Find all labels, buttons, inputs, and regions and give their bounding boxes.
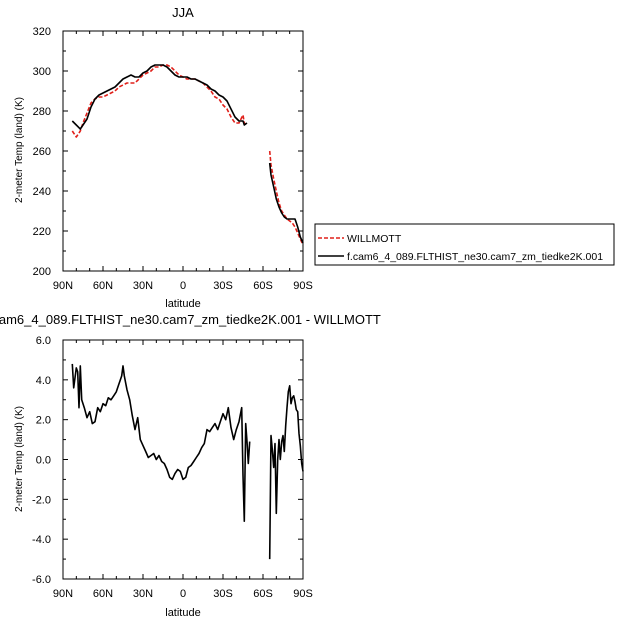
bottom-x-tick-label: 30S: [213, 588, 233, 600]
bottom-x-tick-label: 60S: [253, 588, 273, 600]
top-y-tick-label: 320: [33, 26, 51, 38]
bottom-y-tick-label: 4.0: [36, 375, 51, 387]
top-y-tick-label: 240: [33, 186, 51, 198]
top-x-tick-label: 30N: [133, 280, 153, 292]
top-axis-ticks: 90N 60N 30N 0 30S 60S 90S 200 220 240 260 280 300 320: [33, 26, 313, 292]
bottom-y-tick-label: 6.0: [36, 335, 51, 347]
top-x-tick-label: 60N: [93, 280, 113, 292]
bottom-y-tick-label: -2.0: [32, 494, 51, 506]
top-series-1-line: [71, 64, 248, 130]
bottom-data-lines: [71, 363, 304, 560]
bottom-xlabel: latitude: [165, 607, 200, 619]
top-x-tick-label: 30S: [213, 280, 233, 292]
top-ylabel: 2-meter Temp (land) (K): [14, 97, 25, 203]
bottom-y-tick-label: 2.0: [36, 415, 51, 427]
top-y-tick-label: 220: [33, 226, 51, 238]
bottom-x-tick-label: 90S: [293, 588, 313, 600]
bottom-y-tick-label: 0.0: [36, 455, 51, 467]
bottom-y-tick-label: -6.0: [32, 574, 51, 586]
bottom-series-0-line: [268, 384, 304, 560]
top-x-tick-label: 90N: [53, 280, 73, 292]
top-x-tick-label: 90S: [293, 280, 313, 292]
bottom-ylabel: 2-meter Temp (land) (K): [14, 406, 25, 512]
bottom-plot-frame: [62, 339, 304, 580]
top-series-1-line: [268, 162, 304, 244]
top-panel: JJA 2-meter Temp (land) (K) latitude 90N…: [14, 5, 313, 310]
top-title: JJA: [172, 5, 194, 20]
top-y-tick-label: 260: [33, 146, 51, 158]
legend-box: [314, 223, 615, 266]
bottom-series-0-line: [71, 363, 251, 523]
legend-label-model: f.cam6_4_089.FLTHIST_ne30.cam7_zm_tiedke…: [347, 251, 603, 263]
top-y-tick-label: 300: [33, 66, 51, 78]
bottom-title: f.cam6_4_089.FLTHIST_ne30.cam7_zm_tiedke…: [0, 312, 381, 327]
bottom-axis-ticks: 90N 60N 30N 0 30S 60S 90S -6.0 -4.0 -2.0 0.0 2.0 4.0…: [32, 335, 313, 600]
legend-label-willmott: WILLMOTT: [347, 233, 402, 245]
bottom-x-tick-label: 30N: [133, 588, 153, 600]
top-series-0-line: [71, 64, 248, 138]
top-data-lines: [71, 64, 304, 246]
bottom-x-tick-label: 60N: [93, 588, 113, 600]
bottom-x-tick-label: 0: [180, 588, 186, 600]
bottom-panel: f.cam6_4_089.FLTHIST_ne30.cam7_zm_tiedke…: [0, 312, 381, 619]
top-y-tick-label: 200: [33, 266, 51, 278]
top-x-tick-label: 0: [180, 280, 186, 292]
bottom-y-tick-label: -4.0: [32, 534, 51, 546]
legend: WILLMOTT f.cam6_4_089.FLTHIST_ne30.cam7_…: [314, 223, 615, 266]
top-xlabel: latitude: [165, 298, 200, 310]
top-series-0-line: [268, 150, 304, 246]
top-plot-frame: [62, 30, 304, 272]
bottom-x-tick-label: 90N: [53, 588, 73, 600]
top-x-tick-label: 60S: [253, 280, 273, 292]
top-y-tick-label: 280: [33, 106, 51, 118]
